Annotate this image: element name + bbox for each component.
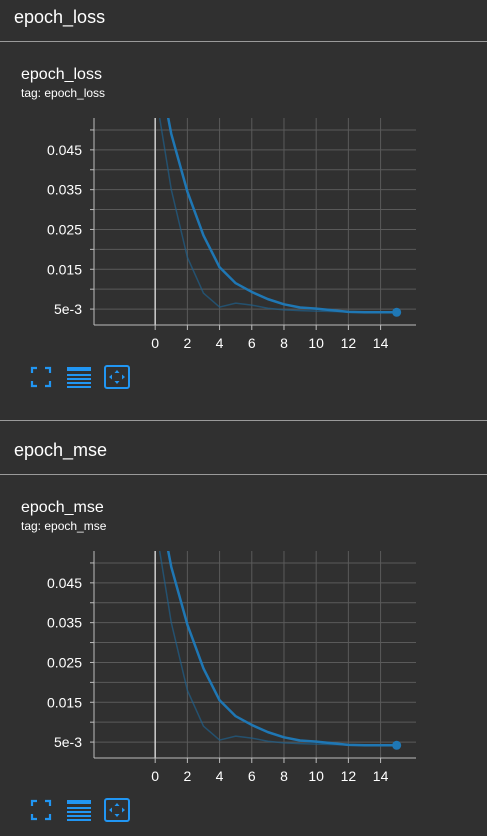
x-tick-label: 8 (280, 768, 288, 784)
x-tick-label: 12 (341, 768, 357, 784)
y-tick-label: 0.045 (47, 575, 82, 591)
section-header-epoch-mse[interactable]: epoch_mse (0, 433, 487, 475)
fullscreen-icon[interactable] (30, 799, 56, 825)
y-tick-label: 0.015 (47, 694, 82, 710)
section-title: epoch_loss (14, 7, 106, 27)
x-tick-label: 0 (151, 768, 159, 784)
series-line (166, 551, 397, 747)
line-chart-epoch-mse[interactable]: 0 2 4 6 8 10 12 14 5e-3 0.015 0.025 0.035 0.045 (0, 499, 487, 799)
x-tick-label: 2 (183, 768, 191, 784)
fit-domain-icon[interactable] (104, 365, 130, 391)
x-tick-label: 6 (248, 335, 256, 351)
divider (0, 420, 487, 421)
x-tick-label: 10 (308, 335, 324, 351)
series-line (166, 118, 397, 314)
x-tick-label: 2 (183, 335, 191, 351)
y-tick-label: 0.025 (47, 221, 82, 237)
data-table-icon[interactable] (67, 799, 93, 825)
x-tick-label: 0 (151, 335, 159, 351)
fullscreen-icon[interactable] (30, 366, 56, 392)
y-tick-label: 0.045 (47, 142, 82, 158)
x-tick-label: 8 (280, 335, 288, 351)
x-tick-label: 4 (216, 335, 224, 351)
x-tick-label: 6 (248, 768, 256, 784)
y-tick-label: 5e-3 (54, 301, 82, 317)
card-title: epoch_mse (21, 499, 104, 516)
last-point-marker (392, 740, 402, 750)
fit-domain-icon[interactable] (104, 798, 130, 824)
line-chart-epoch-loss[interactable]: 0 2 4 6 8 10 12 14 5e-3 0.015 0.025 0.035 0.045 (0, 66, 487, 366)
chart-card-epoch-mse: epoch_mse tag: epoch_mse 0 2 4 6 8 10 12 14 5e-3… (0, 499, 487, 829)
chart-card-epoch-loss: epoch_loss tag: epoch_loss 0 2 4 6 8 10 12 14 5e… (0, 66, 487, 396)
data-table-icon[interactable] (67, 366, 93, 392)
card-tag: tag: epoch_mse (21, 519, 107, 533)
y-tick-label: 5e-3 (54, 734, 82, 750)
section-header-epoch-loss[interactable]: epoch_loss (0, 0, 487, 42)
x-tick-label: 10 (308, 768, 324, 784)
card-title: epoch_loss (21, 66, 102, 83)
x-tick-label: 14 (373, 768, 389, 784)
last-point-marker (392, 307, 402, 317)
card-tag: tag: epoch_loss (21, 86, 106, 100)
x-tick-label: 14 (373, 335, 389, 351)
x-tick-label: 4 (216, 768, 224, 784)
y-tick-label: 0.035 (47, 182, 82, 198)
y-tick-label: 0.015 (47, 261, 82, 277)
x-tick-label: 12 (341, 335, 357, 351)
section-title: epoch_mse (14, 440, 108, 460)
y-tick-label: 0.035 (47, 615, 82, 631)
y-tick-label: 0.025 (47, 654, 82, 670)
